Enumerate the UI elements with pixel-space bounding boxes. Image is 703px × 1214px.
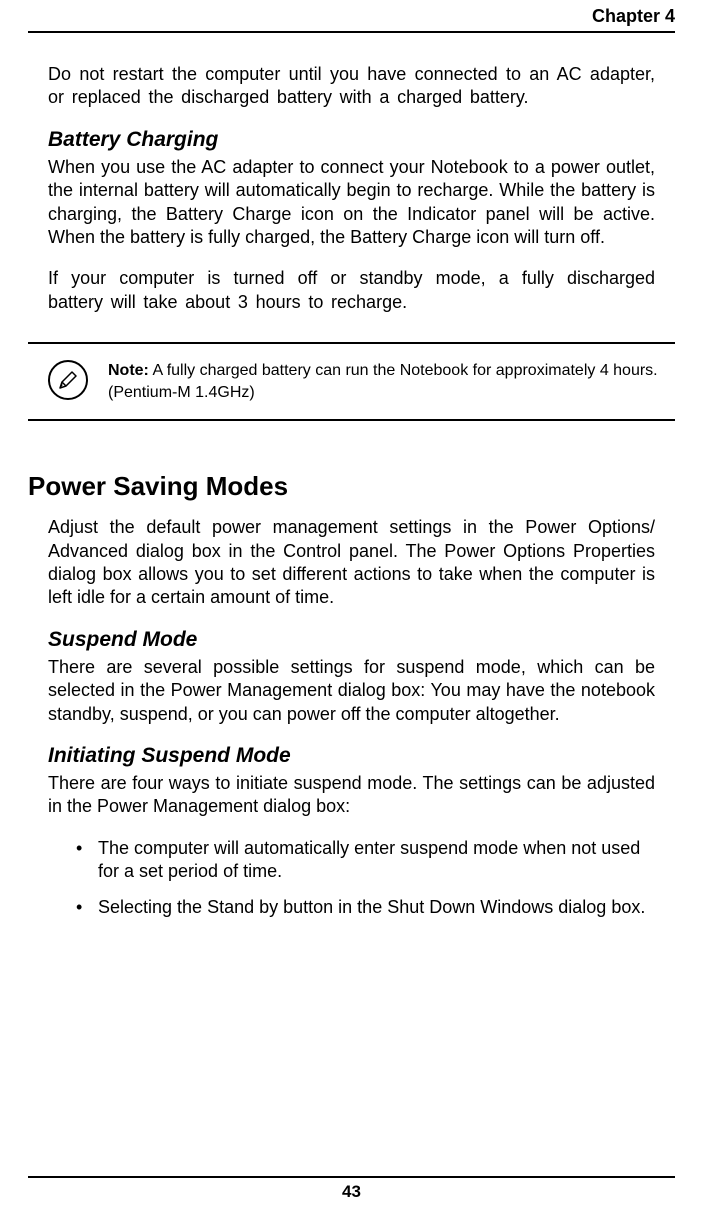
page-footer: 43 — [28, 1176, 675, 1202]
paragraph-power-options: Adjust the default power management sett… — [48, 516, 655, 610]
heading-power-saving-modes: Power Saving Modes — [28, 471, 655, 502]
heading-battery-charging: Battery Charging — [48, 128, 655, 152]
page-number: 43 — [342, 1182, 361, 1201]
paragraph-restart-warning: Do not restart the computer until you ha… — [48, 63, 655, 110]
page-content: Do not restart the computer until you ha… — [28, 63, 675, 919]
list-item: The computer will automatically enter su… — [76, 837, 655, 884]
note-text: Note: A fully charged battery can run th… — [108, 360, 665, 403]
heading-suspend-mode: Suspend Mode — [48, 628, 655, 652]
paragraph-recharge-time: If your computer is turned off or standb… — [48, 267, 655, 314]
note-body: A fully charged battery can run the Note… — [108, 362, 658, 401]
note-callout: Note: A fully charged battery can run th… — [28, 342, 675, 421]
heading-initiating-suspend: Initiating Suspend Mode — [48, 744, 655, 768]
chapter-header: Chapter 4 — [28, 0, 675, 33]
suspend-bullet-list: The computer will automatically enter su… — [48, 837, 655, 919]
paragraph-suspend-mode: There are several possible settings for … — [48, 656, 655, 726]
note-label: Note: — [108, 362, 149, 379]
pen-icon — [48, 360, 88, 400]
paragraph-battery-charging: When you use the AC adapter to connect y… — [48, 156, 655, 250]
list-item: Selecting the Stand by button in the Shu… — [76, 896, 655, 919]
paragraph-initiating-suspend: There are four ways to initiate suspend … — [48, 772, 655, 819]
